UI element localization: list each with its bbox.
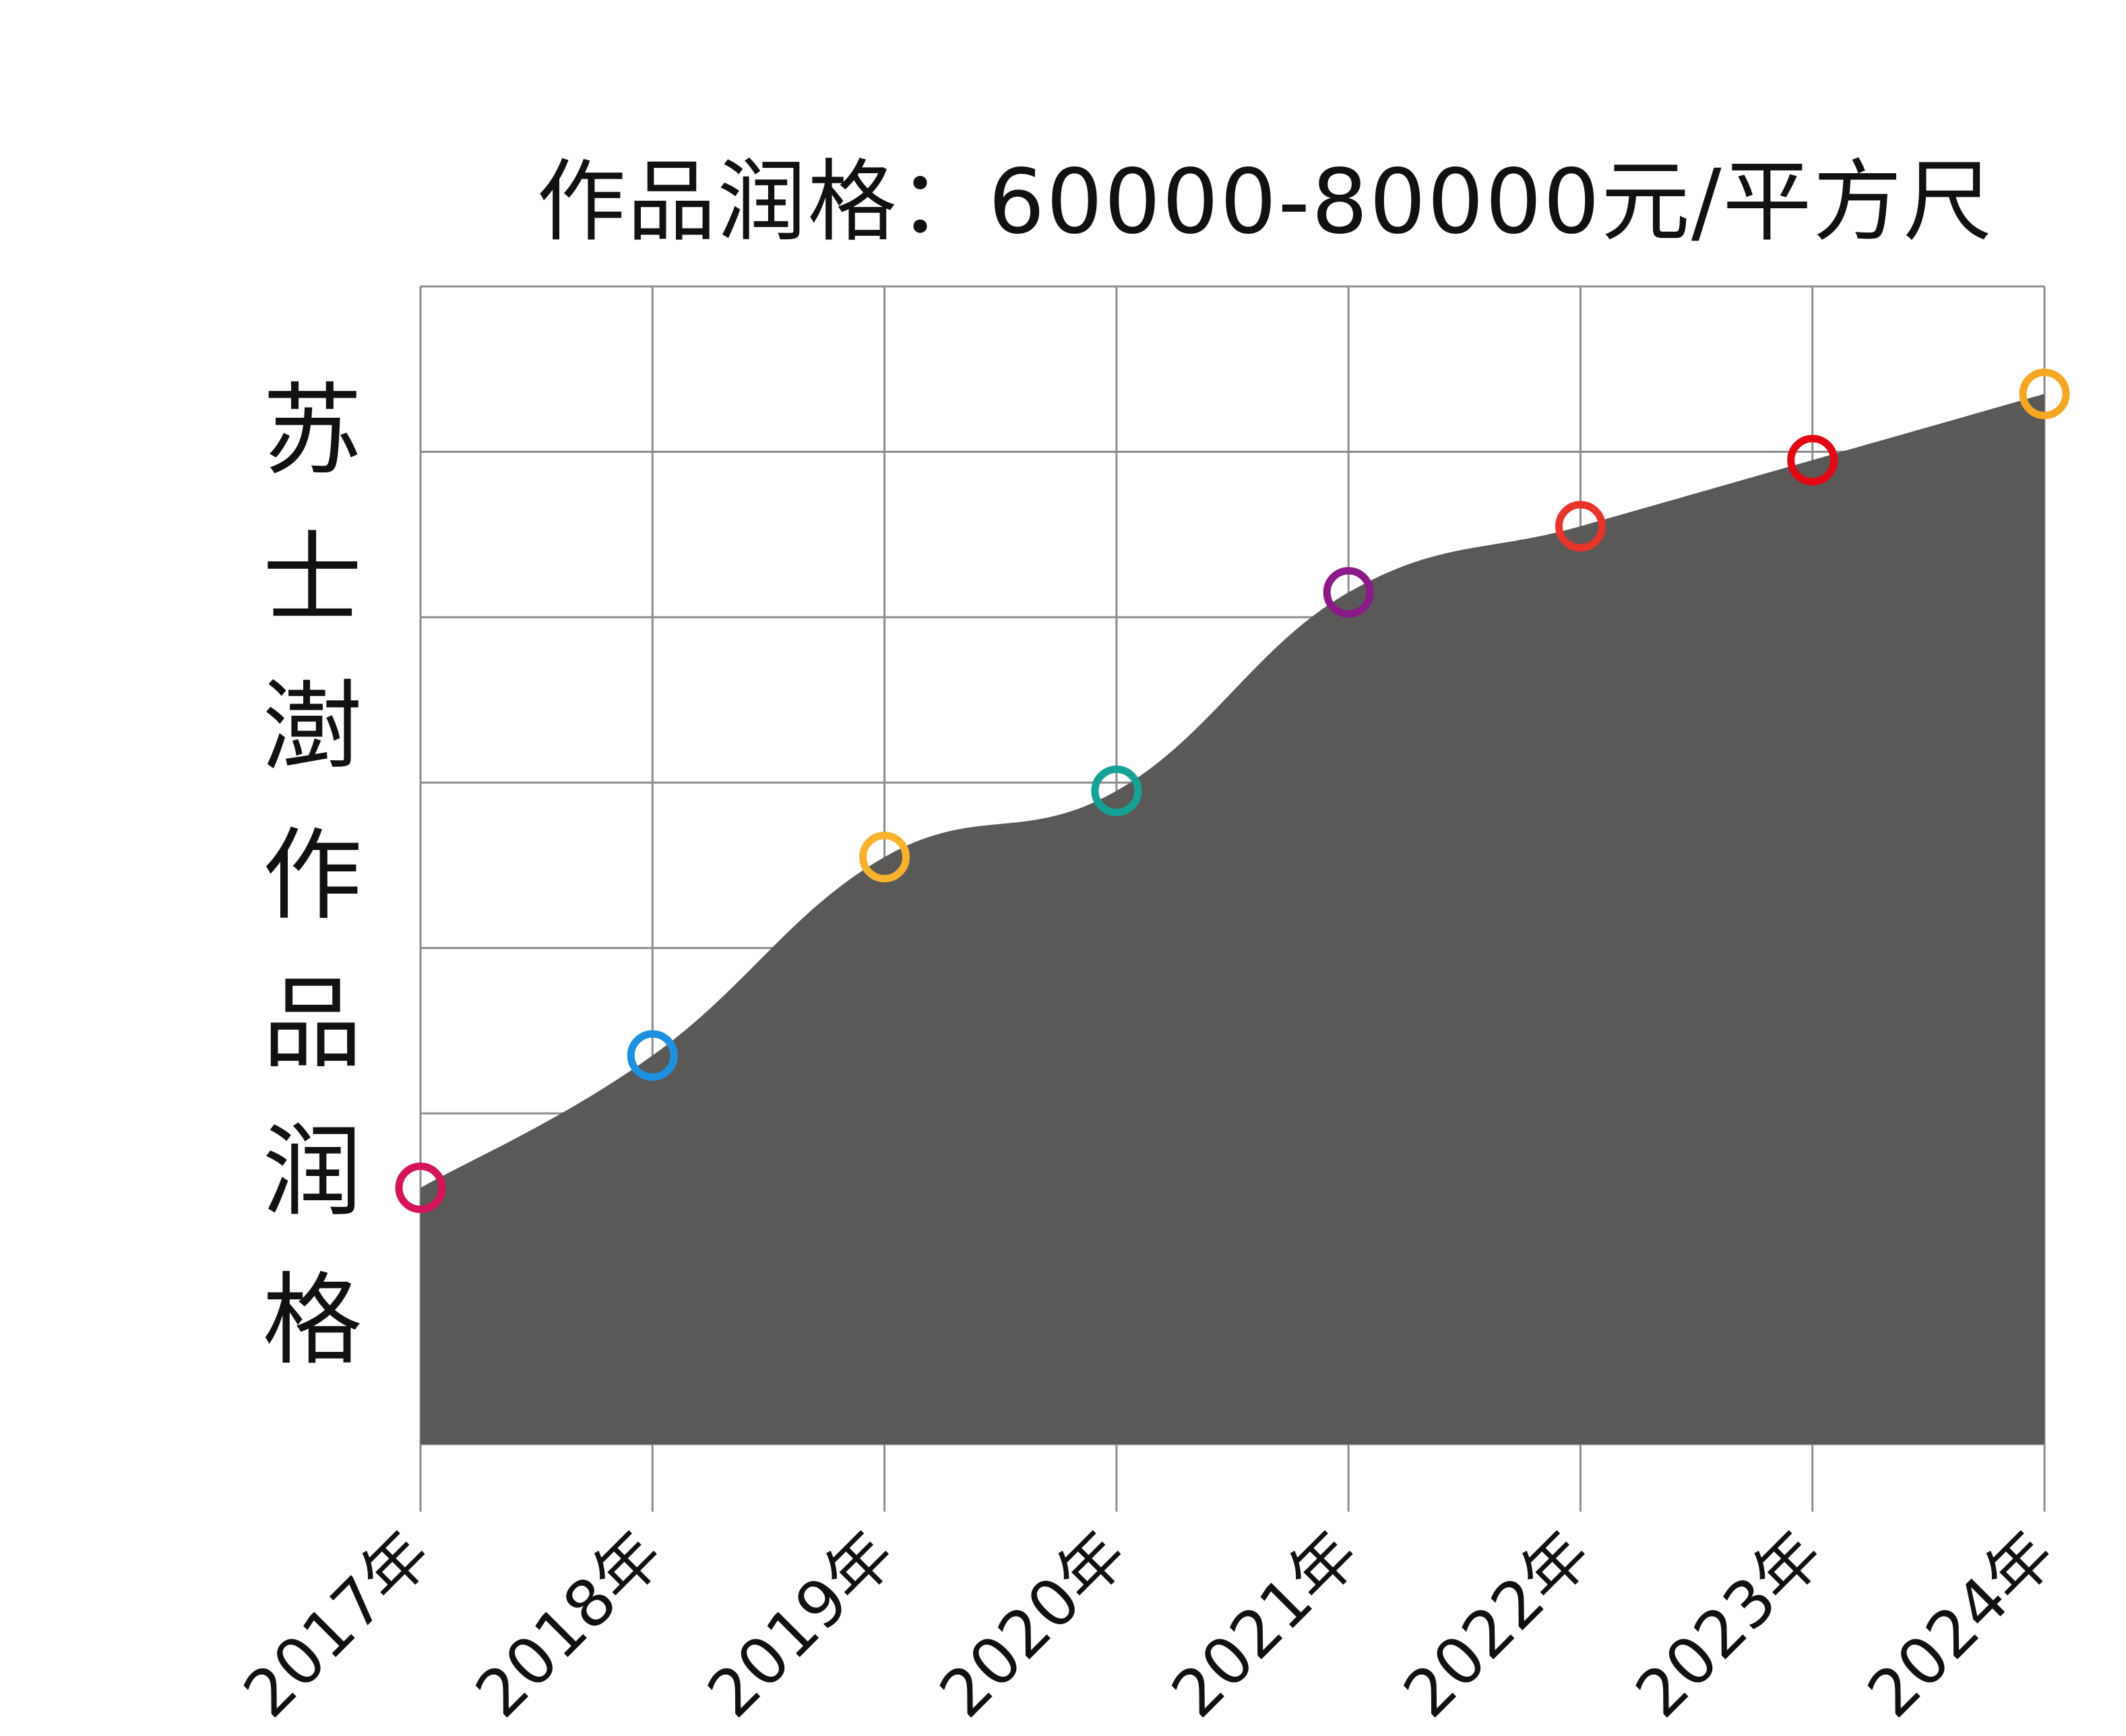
x-axis-ticks: 2017年 2018年 2019年 2020年 2021年 2022年 2023年 2024年 [229,1516,2069,1732]
x-tick-label: 2024年 [1853,1516,2069,1732]
x-tick-label: 2017年 [229,1516,445,1732]
data-point-2022年 [1555,501,1606,552]
data-point-2017年 [395,1162,446,1214]
x-tick-label: 2018年 [462,1516,677,1732]
x-tick-label: 2022年 [1389,1516,1605,1732]
y-axis-label: 苏士澍作品润格 [245,377,361,1415]
data-point-2018年 [627,1030,678,1081]
chart-title: 作品润格：60000-80000元/平方尺 [536,150,1994,254]
data-point-2021年 [1323,567,1374,618]
data-markers [395,369,2070,1214]
data-point-2020年 [1091,766,1142,817]
x-tick-label: 2019年 [693,1516,909,1732]
data-point-2023年 [1787,435,1838,486]
x-tick-label: 2023年 [1621,1516,1837,1732]
area-series [420,394,2044,1444]
data-point-2019年 [859,832,910,883]
x-tick-label: 2021年 [1158,1516,1373,1732]
x-tick-label: 2020年 [925,1516,1141,1732]
data-point-2024年 [2019,369,2070,420]
